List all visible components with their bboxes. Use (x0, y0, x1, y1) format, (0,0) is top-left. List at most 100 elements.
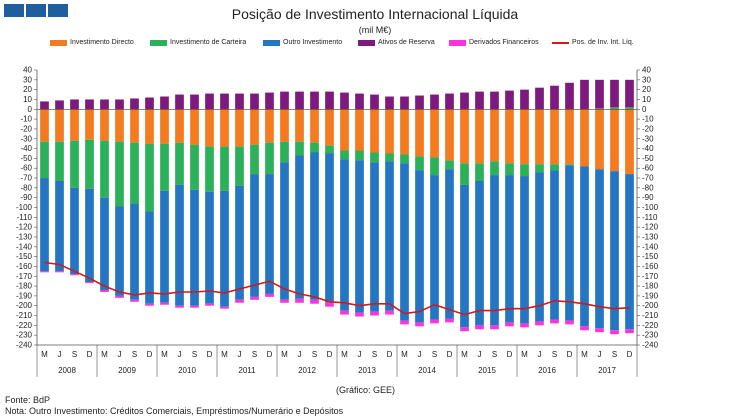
y-tick-label-right: 0 (642, 105, 647, 114)
y-tick-label-left: -150 (16, 252, 33, 261)
bar-derivados (190, 305, 199, 308)
bar-investimento-direto (610, 109, 619, 172)
bar-outro-investimento (220, 190, 229, 307)
y-tick-label-left: -230 (16, 331, 33, 340)
bar-derivados (85, 282, 94, 284)
legend-swatch (150, 39, 167, 46)
bar-ativos-reserva (325, 91, 334, 110)
bar-investimento-carteira (625, 107, 634, 110)
bar-derivados (175, 305, 184, 308)
bar-outro-investimento (325, 153, 334, 303)
x-tick-label-quarter: J (358, 350, 362, 359)
x-tick-label-quarter: D (447, 350, 453, 359)
footer-source: Fonte: BdP (5, 395, 51, 405)
bar-derivados (505, 322, 514, 327)
y-tick-label-right: -230 (642, 331, 659, 340)
y-tick-label-right: -240 (642, 341, 659, 350)
x-tick-label-quarter: J (58, 350, 62, 359)
x-tick-label-quarter: S (552, 350, 557, 359)
legend-label: Pos. de Inv. Int. Líq. (572, 39, 634, 46)
bar-derivados (40, 271, 49, 273)
bar-outro-investimento (235, 185, 244, 300)
y-tick-label-left: -140 (16, 242, 33, 251)
bar-investimento-direto (430, 109, 439, 158)
bar-derivados (370, 311, 379, 316)
bar-derivados (415, 322, 424, 327)
bar-investimento-carteira (265, 142, 274, 175)
bar-derivados (115, 295, 124, 298)
y-tick-label-right: -60 (642, 164, 654, 173)
bar-outro-investimento (520, 176, 529, 324)
bar-outro-investimento (505, 175, 514, 323)
bar-outro-investimento (400, 163, 409, 321)
x-tick-label-year: 2015 (478, 366, 496, 375)
x-tick-label-quarter: M (581, 350, 588, 359)
bar-outro-investimento (535, 172, 544, 322)
bar-ativos-reserva (385, 96, 394, 110)
bar-outro-investimento (55, 180, 64, 272)
legend-label: Investimento de Carteira (170, 39, 247, 46)
bar-derivados (340, 310, 349, 315)
y-tick-label-left: 10 (23, 95, 32, 104)
x-tick-label-quarter: J (538, 350, 542, 359)
bar-outro-investimento (70, 187, 79, 275)
bar-outro-investimento (385, 161, 394, 311)
y-tick-label-left: -60 (20, 164, 32, 173)
x-tick-label-quarter: D (567, 350, 573, 359)
bar-investimento-direto (130, 109, 139, 143)
bar-derivados (490, 325, 499, 330)
bar-investimento-carteira (565, 164, 574, 166)
y-tick-label-right: -10 (642, 115, 654, 124)
bar-investimento-direto (265, 109, 274, 143)
chart-source-label: (Gráfico: GEE) (336, 385, 396, 395)
y-tick-label-left: -20 (20, 124, 32, 133)
bar-ativos-reserva (115, 99, 124, 110)
bar-investimento-direto (565, 109, 574, 165)
y-tick-label-right: -220 (642, 321, 659, 330)
bar-ativos-reserva (40, 101, 49, 110)
legend-label: Outro Investimento (283, 39, 343, 46)
legend-item-investimento-carteira: Investimento de Carteira (150, 39, 246, 46)
bar-investimento-carteira (115, 141, 124, 207)
logo-square (4, 4, 24, 17)
bar-outro-investimento (595, 169, 604, 329)
bar-derivados (475, 325, 484, 330)
bar-investimento-direto (115, 109, 124, 142)
bar-derivados (250, 296, 259, 300)
bar-outro-investimento (625, 174, 634, 330)
x-tick-label-quarter: M (461, 350, 468, 359)
y-tick-label-right: -130 (642, 232, 659, 241)
y-tick-label-left: -110 (17, 213, 33, 222)
bar-ativos-reserva (160, 96, 169, 110)
x-tick-label-quarter: S (492, 350, 497, 359)
bar-investimento-direto (475, 109, 484, 164)
y-tick-label-right: 40 (642, 66, 651, 75)
bar-ativos-reserva (190, 94, 199, 110)
logo-square (26, 4, 46, 17)
bar-investimento-direto (40, 109, 49, 142)
bar-ativos-reserva (400, 96, 409, 110)
y-tick-label-left: 30 (23, 75, 32, 84)
y-tick-label-left: -40 (20, 144, 32, 153)
bar-investimento-direto (325, 109, 334, 146)
bar-investimento-carteira (250, 144, 259, 175)
bar-investimento-direto (400, 109, 409, 155)
bar-investimento-direto (355, 109, 364, 151)
bar-investimento-direto (520, 109, 529, 165)
x-tick-label-quarter: D (627, 350, 633, 359)
bar-derivados (310, 299, 319, 304)
footer-note: Nota: Outro Investimento: Créditos Comer… (5, 406, 344, 416)
y-tick-label-left: -100 (16, 203, 33, 212)
bar-investimento-carteira (280, 141, 289, 163)
bar-derivados (205, 303, 214, 306)
bar-investimento-direto (235, 109, 244, 147)
bar-outro-investimento (295, 155, 304, 299)
bar-investimento-carteira (475, 163, 484, 181)
bar-investimento-carteira (160, 143, 169, 191)
bar-outro-investimento (370, 162, 379, 312)
bar-derivados (550, 319, 559, 324)
x-tick-label-quarter: J (178, 350, 182, 359)
x-tick-label-quarter: M (101, 350, 108, 359)
bar-outro-investimento (205, 191, 214, 304)
bar-ativos-reserva (130, 98, 139, 110)
